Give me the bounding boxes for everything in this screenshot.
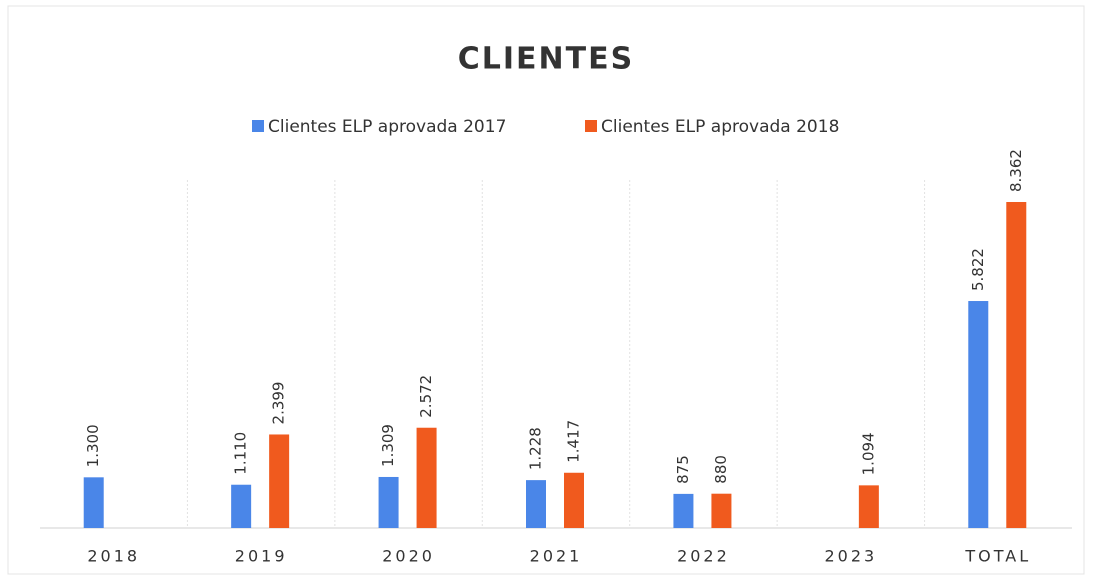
data-label: 1.094	[859, 432, 877, 475]
bar	[1006, 202, 1027, 528]
data-label: 1.300	[84, 424, 102, 467]
bar	[416, 427, 437, 528]
x-tick-label: 2018	[87, 547, 140, 566]
x-tick-label: 2019	[235, 547, 288, 566]
data-label: 8.362	[1007, 149, 1025, 192]
bar	[269, 434, 290, 528]
data-label: 1.110	[232, 432, 250, 475]
bar	[83, 477, 104, 528]
x-tick-label: 2023	[824, 547, 877, 566]
data-label: 1.417	[565, 420, 583, 463]
data-label: 2.572	[417, 375, 435, 418]
bar	[711, 493, 732, 528]
x-tick-label: TOTAL	[964, 547, 1031, 566]
x-tick-label: 2020	[382, 547, 435, 566]
data-label: 2.399	[270, 382, 288, 425]
legend-label: Clientes ELP aprovada 2017	[268, 117, 506, 137]
legend-swatch	[252, 120, 264, 132]
bar	[673, 493, 694, 528]
data-label: 875	[674, 455, 692, 484]
bar	[378, 476, 399, 528]
data-label: 1.228	[527, 427, 545, 470]
bar	[231, 484, 252, 528]
legend-swatch	[585, 120, 597, 132]
data-label: 5.822	[969, 248, 987, 291]
bar	[526, 480, 546, 528]
chart-title: CLIENTES	[458, 42, 634, 77]
bar	[858, 485, 879, 528]
data-label: 1.309	[379, 424, 397, 467]
chart-frame	[7, 5, 1085, 575]
bar	[968, 301, 989, 528]
legend-label: Clientes ELP aprovada 2018	[601, 117, 839, 137]
data-label: 880	[712, 455, 730, 484]
x-tick-label: 2021	[530, 547, 583, 566]
x-tick-label: 2022	[677, 547, 730, 566]
bar	[564, 472, 584, 528]
